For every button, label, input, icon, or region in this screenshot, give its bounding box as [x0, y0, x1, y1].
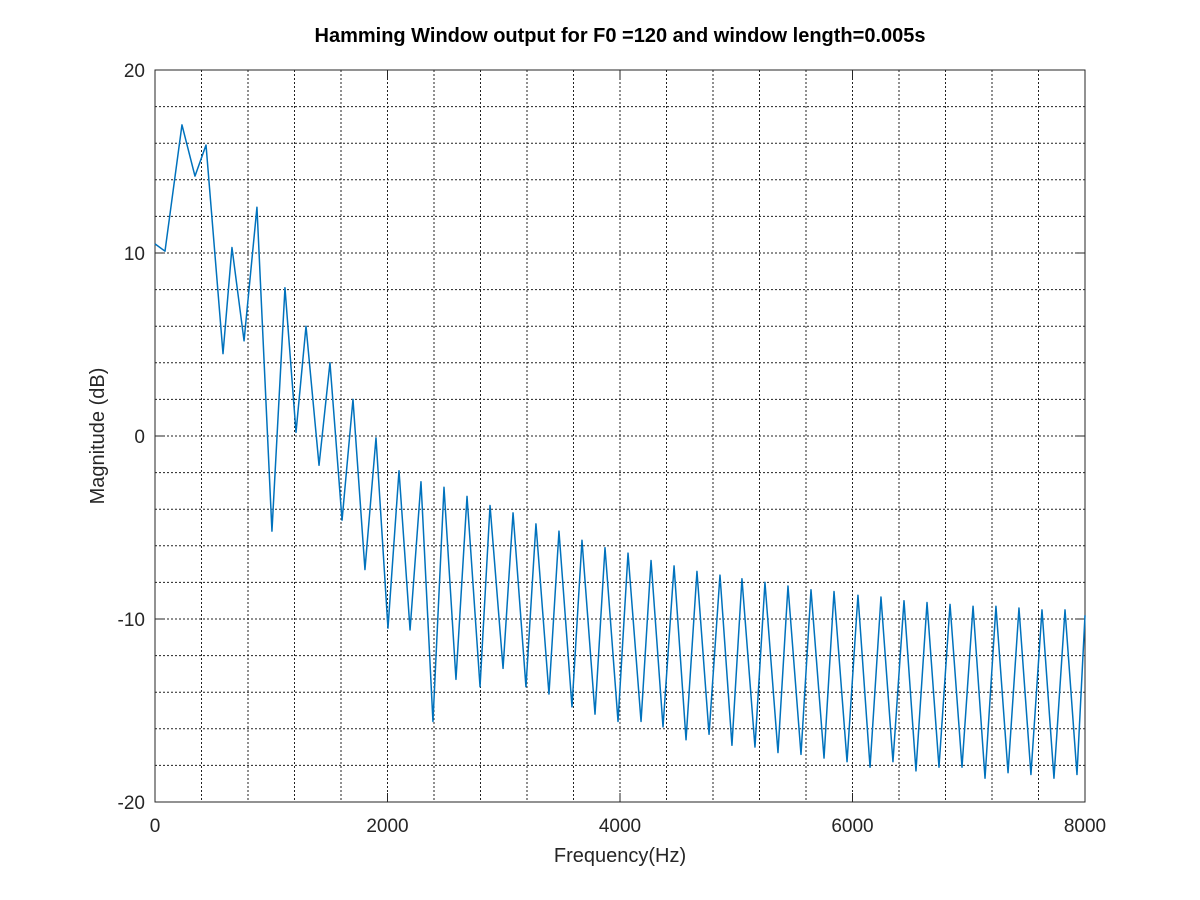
x-tick-label: 0: [150, 816, 161, 837]
x-tick-label: 4000: [599, 816, 641, 837]
plot-frame: [154, 69, 1086, 803]
y-tick-label: -20: [118, 793, 145, 814]
x-axis-label: Frequency(Hz): [554, 845, 686, 867]
x-tick-label: 2000: [366, 816, 408, 837]
x-tick-label: 8000: [1064, 816, 1106, 837]
y-tick-label: 20: [124, 61, 145, 82]
data-line: [154, 124, 1086, 779]
chart-title: Hamming Window output for F0 =120 and wi…: [315, 25, 926, 47]
y-tick-label: -10: [118, 610, 145, 631]
x-tick-label: 6000: [831, 816, 873, 837]
y-tick-label: 10: [124, 244, 145, 265]
y-tick-label: 0: [134, 427, 145, 448]
y-axis-label: Magnitude (dB): [87, 368, 109, 505]
